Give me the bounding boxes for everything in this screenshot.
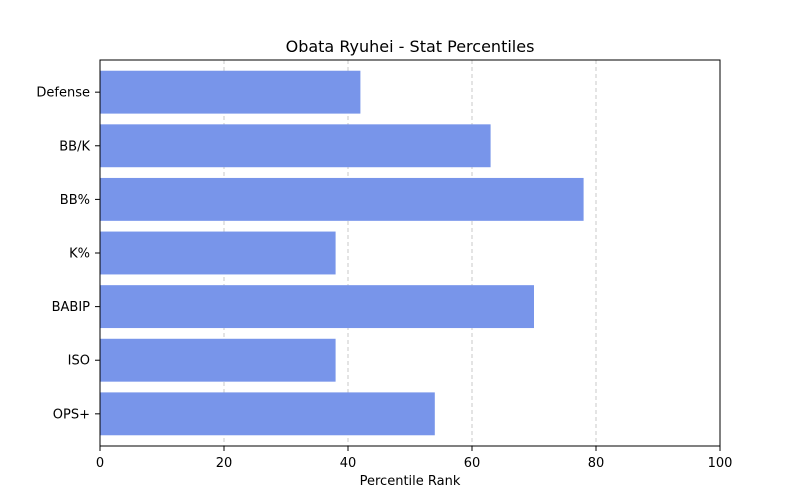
x-tick-label: 40 <box>340 456 357 471</box>
x-tick-label: 0 <box>96 456 104 471</box>
bar-iso <box>100 338 336 382</box>
y-tick-label: BB/K <box>59 139 90 154</box>
x-tick-label: 100 <box>708 456 733 471</box>
y-axis-ticks: OPS+ ISO BABIP K% BB% BB/K Defense <box>36 86 100 422</box>
bar-ops- <box>100 392 435 436</box>
x-tick-label: 20 <box>216 456 233 471</box>
y-tick-label: BB% <box>60 193 90 208</box>
y-tick-label: OPS+ <box>53 407 90 422</box>
chart-title: Obata Ryuhei - Stat Percentiles <box>286 37 535 56</box>
bar-bb-k <box>100 124 491 168</box>
bar-bb- <box>100 177 584 221</box>
x-axis-ticks: 0 20 40 60 80 100 <box>96 446 733 471</box>
y-tick-label: ISO <box>68 354 90 369</box>
bar-defense <box>100 70 361 114</box>
x-tick-label: 60 <box>464 456 481 471</box>
y-tick-label: Defense <box>36 86 90 101</box>
y-tick-label: BABIP <box>52 300 91 315</box>
bar-babip <box>100 285 534 329</box>
x-axis-label: Percentile Rank <box>360 474 461 489</box>
bar-k- <box>100 231 336 275</box>
bars <box>100 70 584 436</box>
y-tick-label: K% <box>69 247 90 262</box>
x-tick-label: 80 <box>588 456 605 471</box>
